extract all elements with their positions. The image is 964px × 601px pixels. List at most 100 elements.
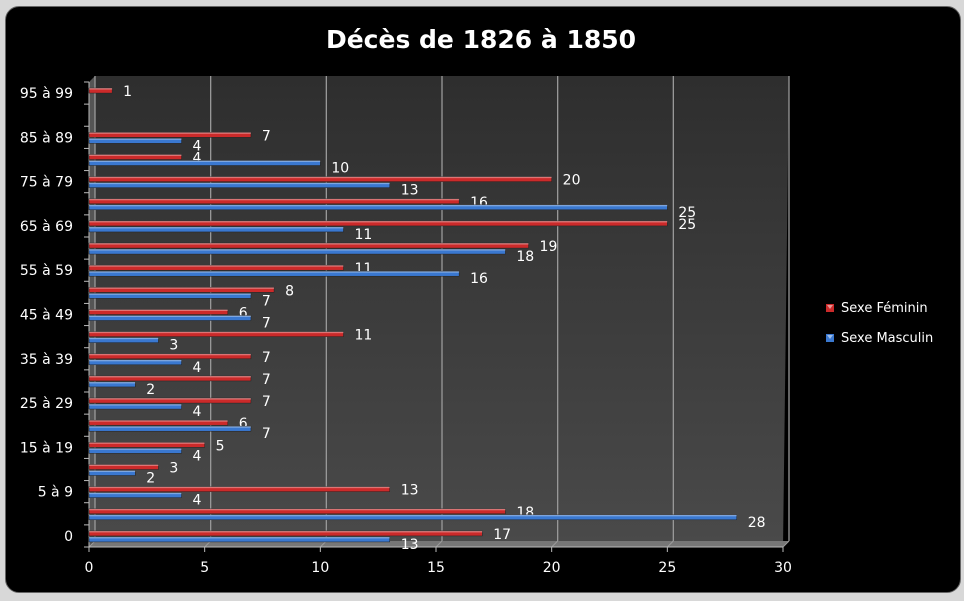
bar-masculin — [88, 138, 182, 144]
bar-masculin — [88, 492, 182, 498]
bar-highlight — [89, 442, 205, 444]
bar-highlight — [89, 132, 251, 134]
bar-masculin — [88, 403, 182, 410]
data-label: 4 — [193, 448, 202, 464]
legend-label: Sexe Masculin — [841, 331, 933, 346]
bar-feminin — [88, 198, 460, 205]
bar-highlight — [89, 381, 136, 384]
x-gridline-floor — [782, 540, 790, 548]
data-label: 11 — [354, 328, 372, 344]
bar-highlight — [89, 182, 390, 185]
chart-title: Décès de 1826 à 1850 — [326, 25, 636, 54]
legend-swatch-shine — [827, 305, 833, 309]
bar-highlight — [89, 359, 182, 362]
bar-feminin — [88, 309, 229, 315]
data-label: 4 — [193, 493, 202, 509]
x-tick-label: 15 — [427, 560, 445, 576]
data-label: 2 — [146, 382, 155, 398]
bar-feminin — [88, 442, 205, 448]
data-label: 6 — [239, 416, 248, 432]
data-label: 8 — [285, 283, 294, 299]
plot-background — [89, 76, 789, 547]
bar-masculin — [88, 315, 252, 321]
data-label: 7 — [262, 426, 271, 442]
bar-highlight — [89, 176, 552, 179]
bar-masculin — [88, 514, 737, 521]
bar-feminin — [88, 287, 275, 293]
data-label: 7 — [262, 128, 271, 144]
bar-masculin — [88, 359, 182, 366]
bar-feminin — [88, 508, 506, 515]
bar-highlight — [89, 249, 506, 251]
bar-feminin — [88, 132, 252, 138]
bar-highlight — [89, 448, 182, 450]
data-label: 2 — [146, 471, 155, 487]
bar-feminin — [88, 486, 390, 492]
bar-feminin — [88, 419, 229, 426]
bar-highlight — [89, 265, 344, 267]
data-label: 7 — [262, 372, 271, 388]
bar-masculin — [88, 470, 136, 476]
bar-highlight — [89, 464, 159, 466]
data-label: 7 — [262, 316, 271, 332]
bar-highlight — [89, 293, 251, 295]
bar-highlight — [89, 404, 182, 406]
x-tick-label: 20 — [543, 560, 561, 576]
bar-feminin — [88, 154, 182, 160]
bar-masculin — [88, 448, 182, 454]
y-tick-label: 75 à 79 — [20, 175, 73, 191]
x-tick-label: 30 — [774, 560, 792, 576]
bar-feminin — [88, 242, 529, 249]
bar-highlight — [89, 470, 136, 472]
bar-feminin — [88, 353, 252, 360]
bar-masculin — [88, 160, 321, 166]
bar-highlight — [89, 353, 251, 356]
bar-feminin — [88, 264, 344, 271]
y-tick-label: 15 à 19 — [20, 440, 73, 456]
bar-masculin — [88, 381, 136, 388]
bar-highlight — [89, 420, 228, 422]
bar-feminin — [88, 397, 252, 404]
bar-highlight — [89, 315, 251, 317]
data-label: 19 — [540, 239, 558, 255]
bar-highlight — [89, 243, 529, 245]
data-label: 18 — [516, 249, 534, 265]
bar-masculin — [88, 182, 390, 188]
data-label: 13 — [401, 183, 419, 199]
bar-highlight — [89, 331, 344, 334]
y-tick-label: 35 à 39 — [20, 352, 73, 368]
bar-highlight — [89, 508, 506, 511]
bar-feminin — [88, 530, 483, 537]
x-gridline-floor — [435, 540, 443, 548]
data-label: 4 — [193, 404, 202, 420]
data-label: 10 — [331, 161, 349, 177]
bar-highlight — [89, 204, 668, 207]
bar-masculin — [88, 248, 506, 255]
x-tick-label: 5 — [200, 560, 209, 576]
bar-highlight — [89, 309, 228, 311]
data-label: 25 — [678, 205, 696, 221]
bar-feminin — [88, 87, 113, 94]
bar-feminin — [88, 220, 668, 227]
bar-highlight — [89, 426, 251, 428]
data-label: 1 — [123, 84, 132, 100]
bar-highlight — [89, 198, 460, 201]
data-label: 11 — [354, 227, 372, 243]
x-gridline-floor — [551, 540, 559, 548]
bar-feminin — [88, 464, 159, 470]
x-gridline-floor — [666, 540, 674, 548]
x-tick-label: 10 — [311, 560, 329, 576]
bar-masculin — [88, 226, 344, 233]
data-label: 13 — [401, 537, 419, 553]
bar-feminin — [88, 375, 252, 382]
bar-highlight — [89, 226, 344, 229]
data-label: 7 — [262, 350, 271, 366]
y-tick-label: 0 — [64, 529, 73, 545]
data-label: 6 — [239, 306, 248, 322]
data-label: 28 — [748, 515, 766, 531]
bar-feminin — [88, 176, 552, 182]
data-label: 5 — [216, 438, 225, 454]
bar-highlight — [89, 492, 182, 495]
data-label: 17 — [493, 527, 511, 543]
